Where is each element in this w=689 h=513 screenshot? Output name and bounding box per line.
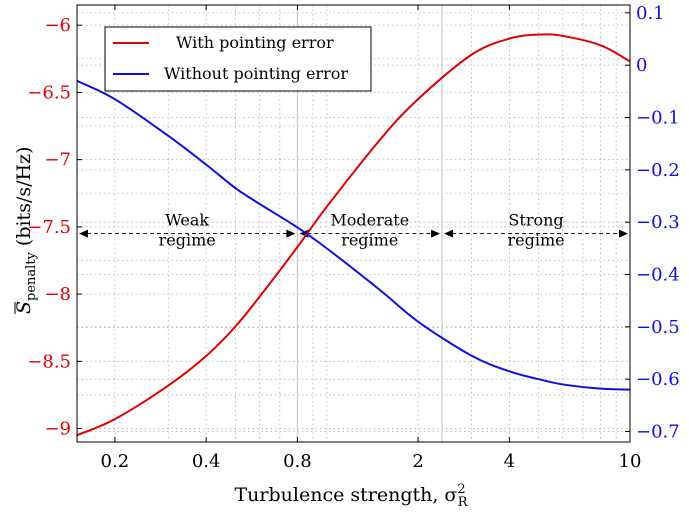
regime-label: Weak (165, 211, 209, 230)
y-right-tick-label: −0.5 (636, 317, 680, 338)
regime-arrow-head-left (79, 229, 88, 238)
series-line-without-pointing-error (76, 79, 631, 391)
legend-label-with-pointing-error: With pointing error (176, 33, 334, 52)
svg-text:Spenalty(bits/s/Hz): Spenalty(bits/s/Hz) (13, 147, 39, 315)
x-axis-label: Turbulence strength, σ2 R (235, 482, 469, 510)
y-left-tick-label: −6.5 (27, 82, 71, 103)
plot-frame (76, 4, 631, 443)
y-left-tick-label: −6 (44, 15, 71, 36)
legend-label-without-pointing-error: Without pointing error (164, 64, 348, 83)
regime-arrow-head-right (286, 229, 296, 238)
y-right-tick-label: −0.2 (636, 160, 680, 181)
y-left-tick-label: −7.5 (27, 217, 71, 238)
y-left-tick-label: −9 (44, 419, 71, 440)
y-left-tick-label: −8.5 (27, 351, 71, 372)
regime-arrow-head-right (431, 229, 441, 238)
regime-label: Strong (508, 211, 563, 230)
legend-box (104, 26, 372, 92)
y-axis-left-label: Spenalty(bits/s/Hz) (13, 147, 39, 315)
regime-label: regime (159, 231, 216, 250)
regime-label: Moderate (330, 211, 409, 230)
tick-layer: 0.2 0.4 0.8 2 4 10 −6 −6.5 −7 −7.5 −8 −8.5 −9 0.1 0 −0.… (27, 3, 679, 472)
regime-label: regime (341, 231, 398, 250)
series-line-with-pointing-error (76, 33, 631, 437)
x-tick-label: 0.2 (101, 451, 130, 472)
x-tick-label: 0.8 (283, 451, 312, 472)
y-right-tick-label: −0.4 (636, 265, 680, 286)
regime-arrow-head-left (444, 229, 454, 238)
x-tick-label: 10 (619, 451, 642, 472)
regime-arrow-head-right (619, 229, 628, 238)
y-left-tick-label: −8 (44, 284, 71, 305)
y-right-tick-label: −0.7 (636, 422, 680, 443)
y-right-tick-label: 0.1 (636, 3, 665, 24)
y-right-tick-label: −0.6 (636, 369, 680, 390)
x-tick-label: 4 (504, 451, 515, 472)
x-tick-label: 0.4 (192, 451, 221, 472)
y-left-tick-label: −7 (44, 150, 71, 171)
y-right-tick-label: −0.3 (636, 212, 680, 233)
regime-label: regime (507, 231, 564, 250)
x-tick-label: 2 (412, 451, 423, 472)
legend: With pointing error Without pointing err… (104, 26, 372, 92)
series-layer (76, 33, 631, 437)
y-right-tick-label: −0.1 (636, 108, 680, 129)
y-right-tick-label: 0 (636, 55, 647, 76)
